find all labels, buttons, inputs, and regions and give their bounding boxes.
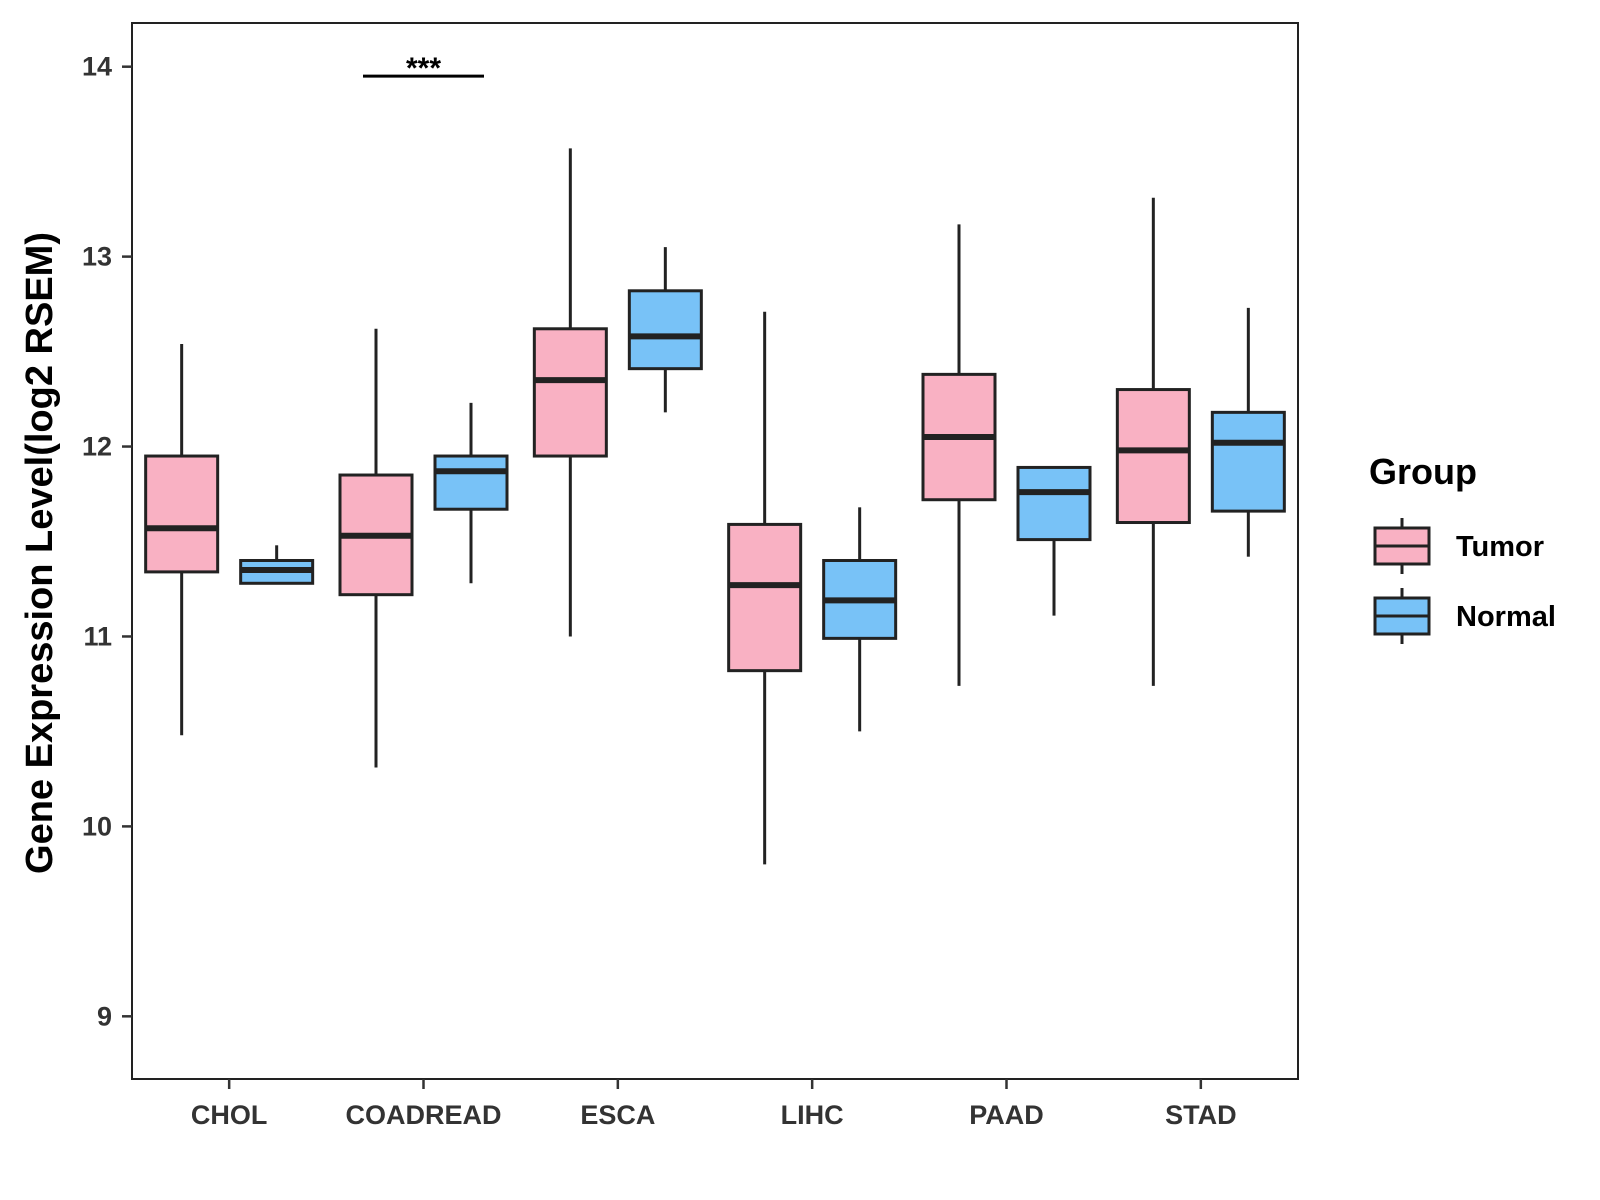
panel-border (131, 22, 1299, 1080)
y-tick-label: 9 (97, 1001, 112, 1031)
box-normal-esca (627, 247, 703, 413)
box-body (532, 327, 608, 458)
x-tick-label: PAAD (969, 1100, 1044, 1130)
box-tumor-lihc (727, 311, 803, 865)
x-tick-label: CHOL (191, 1100, 268, 1130)
legend-item-normal: Normal (1373, 588, 1556, 644)
box-normal-coadread (433, 402, 509, 584)
x-tick-label: COADREAD (345, 1100, 501, 1130)
x-tick-label: ESCA (580, 1100, 655, 1130)
legend-label: Normal (1456, 601, 1556, 633)
box-tumor-paad (921, 224, 997, 686)
box-normal-chol (239, 545, 315, 585)
y-tick-label: 10 (82, 811, 112, 841)
box-body (627, 289, 703, 371)
legend-item-tumor: Tumor (1373, 518, 1544, 574)
box-normal-stad (1210, 307, 1286, 557)
box-tumor-stad (1115, 197, 1191, 686)
legend-title: Group (1369, 451, 1477, 492)
box-body (727, 522, 803, 673)
legend: Group Tumor Normal (1369, 451, 1556, 644)
y-tick-label: 11 (83, 621, 112, 651)
box-body (1115, 388, 1191, 525)
box-body (1210, 410, 1286, 513)
x-tick-label: STAD (1165, 1100, 1237, 1130)
box-body (144, 454, 220, 574)
box-tumor-esca (532, 148, 608, 637)
legend-label: Tumor (1456, 531, 1544, 563)
significance-label: *** (406, 52, 441, 85)
y-tick-label: 14 (82, 52, 112, 82)
box-body (433, 454, 509, 511)
box-normal-paad (1016, 465, 1092, 616)
box-tumor-coadread (338, 328, 414, 768)
y-tick-label: 12 (82, 432, 112, 462)
box-body (1016, 465, 1092, 542)
plot-area: 9 10 11 12 13 14 CHOL COADREAD ESCA LIHC PAAD STAD *… (82, 22, 1299, 1130)
x-tick-label: LIHC (781, 1100, 844, 1130)
y-tick-label: 13 (82, 242, 112, 272)
y-axis-title: Gene Expression Level(log2 RSEM) (19, 232, 61, 874)
box-normal-lihc (822, 507, 898, 732)
box-tumor-chol (144, 343, 220, 736)
